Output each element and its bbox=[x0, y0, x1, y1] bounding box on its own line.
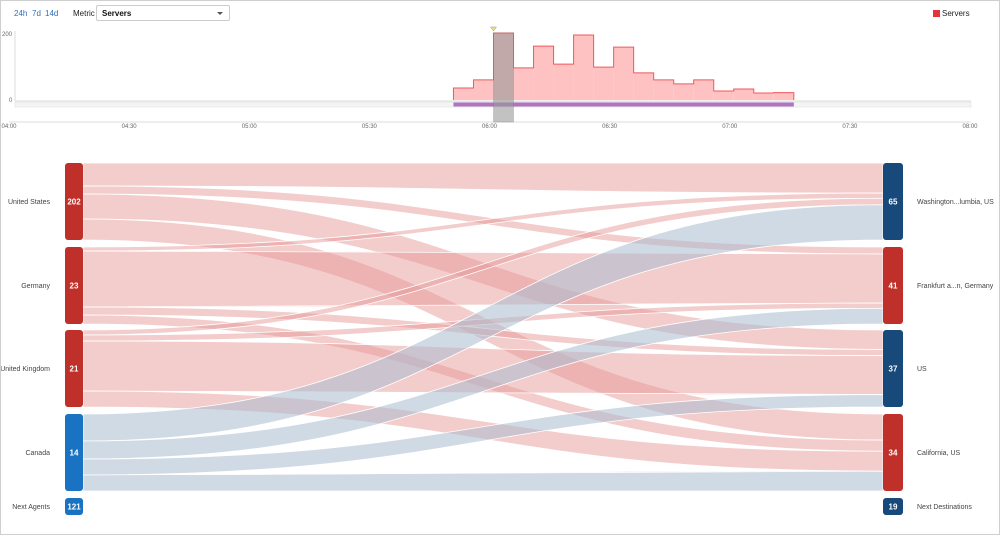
x-tick-label: 07:30 bbox=[842, 124, 858, 130]
legend-label: Servers bbox=[942, 9, 970, 18]
histogram-bar bbox=[713, 90, 734, 100]
node-value: 14 bbox=[70, 449, 79, 458]
chevron-down-icon bbox=[217, 12, 223, 15]
node-bar bbox=[883, 163, 903, 240]
node-label: California, US bbox=[917, 450, 961, 457]
histogram-bar bbox=[613, 47, 634, 100]
x-tick-label: 05:30 bbox=[362, 124, 378, 130]
node-bar bbox=[883, 414, 903, 491]
histogram-bar bbox=[513, 67, 534, 100]
histogram-bar bbox=[533, 46, 554, 100]
marker-triangle-icon bbox=[490, 26, 498, 32]
node-label: Frankfurt a...n, Germany bbox=[917, 283, 994, 290]
histogram-bar bbox=[573, 35, 594, 101]
flow-link[interactable] bbox=[82, 250, 884, 308]
node-bar bbox=[65, 498, 83, 515]
x-tick-label: 04:30 bbox=[122, 124, 138, 130]
target-node[interactable]: 34 California, US bbox=[883, 414, 961, 491]
target-node-more[interactable]: 19 Next Destinations bbox=[883, 498, 972, 515]
node-label: Canada bbox=[25, 450, 50, 457]
histogram-bar bbox=[733, 88, 754, 100]
metric-value: Servers bbox=[102, 9, 132, 18]
histogram-bar bbox=[773, 92, 794, 100]
target-node[interactable]: 65 Washington...lumbia, US bbox=[883, 163, 994, 240]
histogram-bar bbox=[553, 64, 574, 100]
node-value: 202 bbox=[67, 198, 81, 207]
timeline-chart[interactable]: 200 0 04:00 04:30 05:00 05:30 06:00 06:30 07:00 0… bbox=[1, 1, 999, 136]
histogram-bar bbox=[453, 87, 474, 100]
node-value: 23 bbox=[70, 282, 79, 291]
target-node[interactable]: 37 US bbox=[883, 330, 927, 407]
legend-swatch bbox=[933, 10, 940, 17]
x-tick-label: 06:00 bbox=[482, 124, 498, 130]
flow-link[interactable] bbox=[82, 204, 884, 442]
node-value: 65 bbox=[889, 198, 898, 207]
range-14d-link[interactable]: 14d bbox=[45, 9, 59, 18]
node-bar bbox=[883, 330, 903, 407]
flow-link[interactable] bbox=[82, 307, 884, 460]
node-label: Next Destinations bbox=[917, 504, 972, 511]
range-7d-link[interactable]: 7d bbox=[32, 9, 41, 18]
x-tick-label: 06:30 bbox=[602, 124, 618, 130]
histogram-bar bbox=[753, 92, 774, 100]
histogram-bar bbox=[673, 83, 694, 100]
selected-bin-handle[interactable] bbox=[493, 32, 514, 123]
x-tick-label: 04:00 bbox=[1, 124, 17, 130]
node-label: Washington...lumbia, US bbox=[917, 199, 994, 206]
histogram-bar bbox=[593, 67, 614, 100]
node-value: 37 bbox=[889, 365, 898, 374]
node-bar bbox=[883, 498, 903, 515]
histogram-bar bbox=[693, 79, 714, 100]
y-tick-label: 0 bbox=[9, 98, 13, 104]
legend-servers[interactable]: Servers bbox=[933, 9, 970, 18]
node-value: 21 bbox=[70, 365, 79, 374]
histogram-bar bbox=[473, 79, 494, 100]
flow-link[interactable] bbox=[82, 394, 884, 476]
node-label: Next Agents bbox=[12, 504, 50, 511]
histogram-bar bbox=[633, 72, 654, 100]
node-bar bbox=[65, 163, 83, 240]
source-node[interactable]: 23 Germany bbox=[21, 247, 83, 324]
target-node[interactable]: 41 Frankfurt a...n, Germany bbox=[883, 247, 994, 324]
node-value: 34 bbox=[889, 449, 898, 458]
node-bar bbox=[65, 330, 83, 407]
x-tick-label: 08:00 bbox=[962, 124, 978, 130]
node-label: United Kingdom bbox=[1, 366, 50, 373]
range-24h-link[interactable]: 24h bbox=[14, 9, 28, 18]
metric-label: Metric bbox=[73, 9, 95, 18]
range-selection-bar bbox=[453, 102, 794, 107]
node-label: Germany bbox=[21, 283, 50, 290]
y-tick-label: 200 bbox=[2, 32, 13, 38]
source-node-more[interactable]: 121 Next Agents bbox=[12, 498, 83, 515]
node-label: US bbox=[917, 366, 927, 373]
node-bar bbox=[65, 414, 83, 491]
histogram-bar bbox=[653, 79, 674, 100]
node-bar bbox=[65, 247, 83, 324]
node-value: 41 bbox=[889, 282, 898, 291]
flow-link[interactable] bbox=[82, 470, 884, 492]
node-bar bbox=[883, 247, 903, 324]
source-node[interactable]: 14 Canada bbox=[25, 414, 83, 491]
metric-select[interactable]: Servers bbox=[96, 5, 230, 21]
source-node[interactable]: 21 United Kingdom bbox=[1, 330, 83, 407]
source-node[interactable]: 202 United States bbox=[8, 163, 83, 240]
node-value: 19 bbox=[889, 503, 898, 512]
x-tick-label: 05:00 bbox=[242, 124, 258, 130]
node-value: 121 bbox=[67, 503, 81, 512]
x-tick-label: 07:00 bbox=[722, 124, 738, 130]
node-label: United States bbox=[8, 199, 51, 206]
